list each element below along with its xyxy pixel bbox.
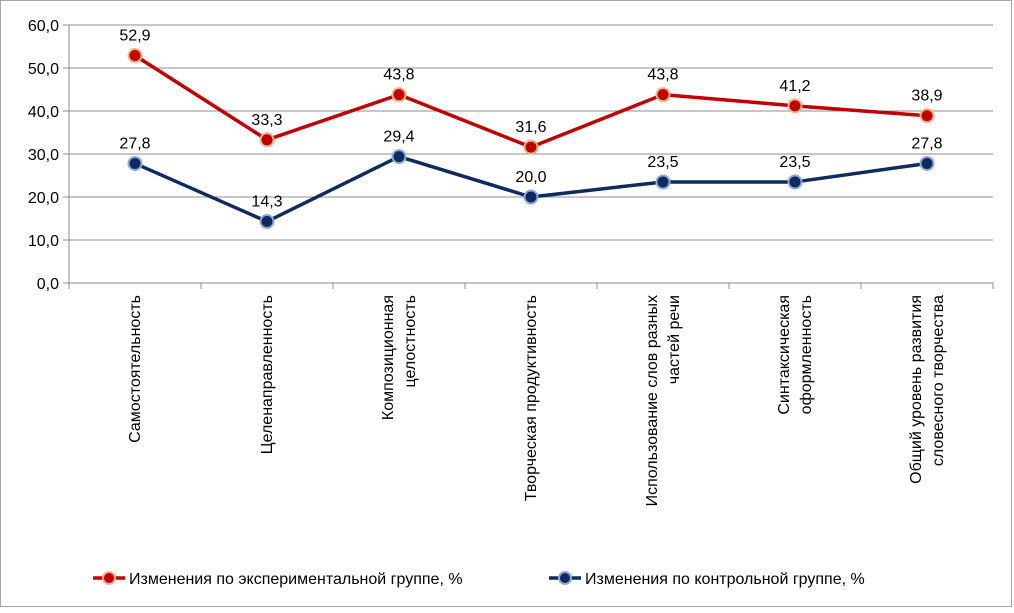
x-category-label-line: целостность xyxy=(402,295,419,388)
data-label: 23,5 xyxy=(779,154,810,171)
data-label: 43,8 xyxy=(383,67,414,84)
data-point-marker xyxy=(523,189,539,205)
data-point-marker xyxy=(391,87,407,103)
legend-label: Изменения по экспериментальной группе, % xyxy=(129,571,463,588)
data-label: 29,4 xyxy=(383,129,414,146)
data-label: 31,6 xyxy=(515,119,546,136)
x-category-label: Целенаправленность xyxy=(259,295,276,454)
data-point-marker xyxy=(259,214,275,230)
x-category-label: Творческая продуктивность xyxy=(523,295,540,501)
series-lines xyxy=(127,48,935,230)
x-category-label: Использование слов разных частей речи xyxy=(644,295,683,506)
y-axis-tick-labels: 0,0 10,0 20,0 30,0 40,0 50,0 60,0 xyxy=(28,18,59,293)
x-category-label: Общий уровень развития словесного творчес… xyxy=(908,295,947,484)
data-point-marker xyxy=(787,98,803,114)
y-tick-label: 0,0 xyxy=(37,276,59,293)
legend-marker-swatch xyxy=(558,571,572,585)
x-category-label-line: оформленность xyxy=(798,295,815,414)
y-tick-label: 10,0 xyxy=(28,233,59,250)
x-category-label-line: частей речи xyxy=(666,295,683,384)
data-label: 20,0 xyxy=(515,169,546,186)
y-tick-label: 40,0 xyxy=(28,104,59,121)
x-category-label: Самостоятельность xyxy=(127,295,144,443)
data-label: 43,8 xyxy=(647,67,678,84)
data-point-marker xyxy=(127,155,143,171)
legend-entry-2: Изменения по контрольной группе, % xyxy=(549,571,865,588)
data-point-marker xyxy=(523,139,539,155)
axes xyxy=(63,24,994,289)
data-point-marker xyxy=(127,48,143,64)
data-label: 27,8 xyxy=(119,135,150,152)
data-label: 33,3 xyxy=(251,112,282,129)
data-labels: 52,9 33,3 43,8 31,6 43,8 41,2 38,9 27,8 14,3 29,4… xyxy=(119,28,942,211)
x-category-label-line: Общий уровень развития xyxy=(908,295,925,484)
data-label: 23,5 xyxy=(647,154,678,171)
y-tick-label: 30,0 xyxy=(28,147,59,164)
x-category-label-line: Композиционная xyxy=(380,295,397,420)
x-axis-category-labels: Самостоятельность Целенаправленность Компо… xyxy=(127,295,947,507)
x-category-label-line: Целенаправленность xyxy=(259,295,276,454)
data-point-marker xyxy=(919,108,935,124)
data-point-marker xyxy=(391,149,407,165)
data-label: 27,8 xyxy=(911,135,942,152)
data-label: 41,2 xyxy=(779,78,810,95)
legend-label: Изменения по контрольной группе, % xyxy=(585,571,865,588)
data-point-marker xyxy=(655,87,671,103)
data-point-marker xyxy=(919,155,935,171)
legend-entry-1: Изменения по экспериментальной группе, % xyxy=(93,571,463,588)
x-category-label-line: Синтаксическая xyxy=(776,295,793,415)
data-point-marker xyxy=(259,132,275,148)
x-category-label-line: Использование слов разных xyxy=(644,295,661,506)
data-label: 14,3 xyxy=(251,194,282,211)
legend: Изменения по экспериментальной группе, %… xyxy=(93,571,865,588)
x-category-label-line: Самостоятельность xyxy=(127,295,144,443)
data-label: 38,9 xyxy=(911,88,942,105)
x-category-label-line: Творческая продуктивность xyxy=(523,295,540,501)
x-category-label: Композиционная целостность xyxy=(380,295,419,420)
y-tick-label: 60,0 xyxy=(28,18,59,35)
y-tick-label: 50,0 xyxy=(28,61,59,78)
y-tick-label: 20,0 xyxy=(28,190,59,207)
legend-marker-swatch xyxy=(102,571,116,585)
data-point-marker xyxy=(655,174,671,190)
x-category-label-line: словесного творчества xyxy=(930,295,947,466)
data-label: 52,9 xyxy=(119,28,150,45)
x-category-label: Синтаксическая оформленность xyxy=(776,295,815,415)
data-point-marker xyxy=(787,174,803,190)
